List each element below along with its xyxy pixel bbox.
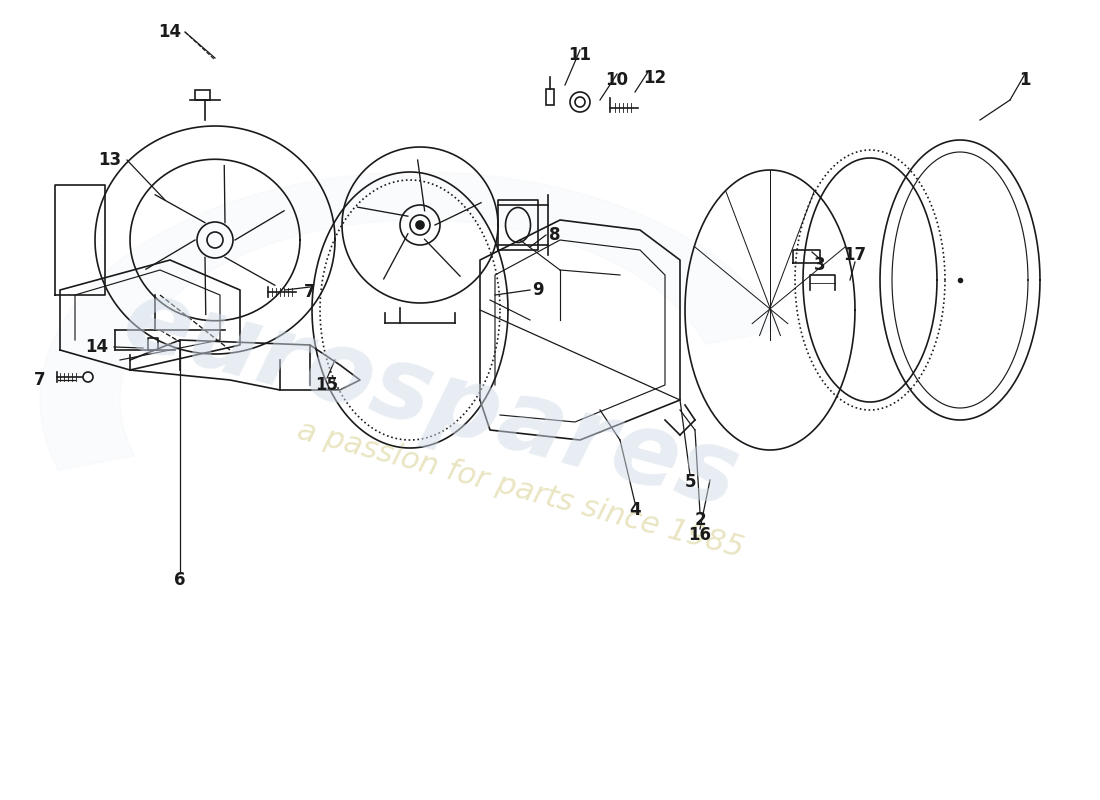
Text: 7: 7 xyxy=(34,371,46,389)
Text: 6: 6 xyxy=(174,571,186,589)
Text: 14: 14 xyxy=(158,23,182,41)
Text: 15: 15 xyxy=(316,376,339,394)
Text: 4: 4 xyxy=(629,501,641,519)
FancyBboxPatch shape xyxy=(546,89,554,105)
Text: 10: 10 xyxy=(605,71,628,89)
Text: 11: 11 xyxy=(569,46,592,64)
Text: 12: 12 xyxy=(644,69,667,87)
Text: 2: 2 xyxy=(694,511,706,529)
Text: 3: 3 xyxy=(814,256,826,274)
Text: eurospares: eurospares xyxy=(112,271,748,529)
Circle shape xyxy=(416,221,424,229)
Text: 9: 9 xyxy=(532,281,543,299)
Text: 13: 13 xyxy=(98,151,122,169)
Text: 8: 8 xyxy=(549,226,561,244)
Text: 17: 17 xyxy=(844,246,867,264)
Polygon shape xyxy=(40,172,781,470)
FancyBboxPatch shape xyxy=(195,90,210,100)
Text: a passion for parts since 1985: a passion for parts since 1985 xyxy=(294,416,747,564)
Text: 16: 16 xyxy=(689,526,712,544)
Text: 7: 7 xyxy=(305,283,316,301)
Text: 1: 1 xyxy=(1020,71,1031,89)
Text: 5: 5 xyxy=(684,473,695,491)
Text: 14: 14 xyxy=(86,338,109,356)
